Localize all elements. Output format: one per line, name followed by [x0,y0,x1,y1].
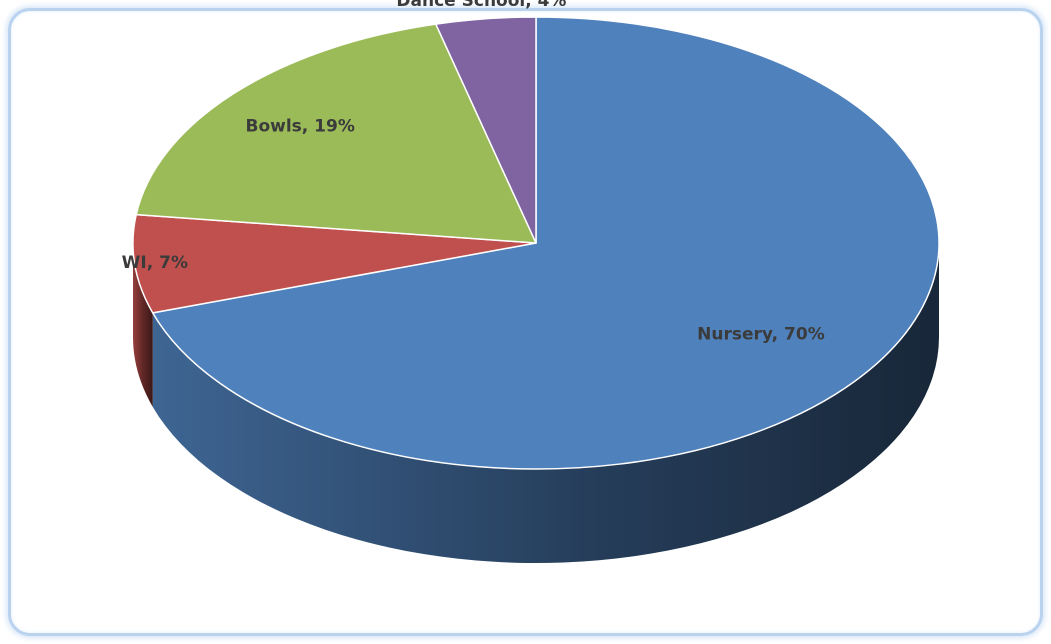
data-label-bowls: Bowls, 19% [246,116,355,136]
data-labels: Nursery, 70% WI, 7% Bowls, 19% Dance School… [122,0,825,345]
pie-slices [132,16,940,470]
pie-side-walls [133,243,939,563]
data-label-nursery: Nursery, 70% [697,325,825,345]
pie-slice-dance-school [435,16,537,244]
pie-slice-bowls [135,23,537,244]
pie-slice-nursery [151,16,940,470]
data-label-dance-school: Dance School, 4% [396,0,566,11]
pie-side-wi [133,243,153,407]
pie-slice-wi [132,213,537,314]
pie-side-nursery [152,243,939,563]
data-label-wi: WI, 7% [122,253,188,273]
